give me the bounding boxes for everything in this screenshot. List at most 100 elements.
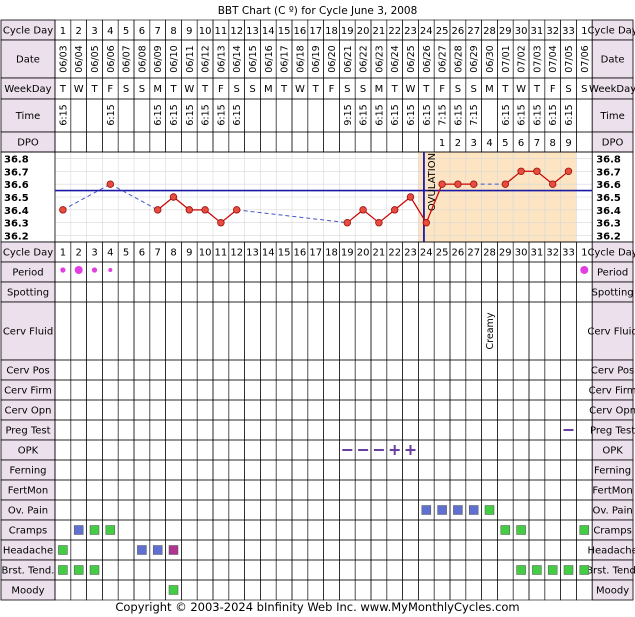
cycle-day-label: 15 xyxy=(278,26,291,37)
y-tick-label-left: 36.5 xyxy=(4,193,29,204)
cramps-marker xyxy=(500,525,511,535)
cycle-day-label: 2 xyxy=(76,26,82,37)
y-tick-label-right: 36.4 xyxy=(596,206,621,217)
row-label-bg-date xyxy=(0,39,56,79)
brst-tend-marker xyxy=(532,565,542,575)
weekday-label: W xyxy=(184,84,194,95)
time-label: 6:15 xyxy=(390,104,401,125)
y-tick-label-right: 36.8 xyxy=(596,154,621,165)
row-label-right-cerv-firm: Cerv Firm xyxy=(589,386,635,397)
y-tick-label-right: 36.6 xyxy=(596,180,621,191)
period-dot xyxy=(108,268,113,272)
time-label: 6:15 xyxy=(374,104,385,125)
cycle-day-label: 8 xyxy=(170,26,176,37)
date-label: 07/02 xyxy=(517,45,528,72)
cramps-marker xyxy=(105,525,116,535)
date-label: 06/07 xyxy=(122,45,133,72)
row-label-right-cerv-pos: Cerv Pos xyxy=(591,366,634,377)
row-label-right-weekday: WeekDay xyxy=(589,84,635,95)
dpo-label: 8 xyxy=(550,138,556,149)
cycle-day-label: 5 xyxy=(123,26,129,37)
row-label-bg-right-date xyxy=(591,39,634,79)
cycle-day-label: 25 xyxy=(436,26,449,37)
weekday-label: S xyxy=(234,84,240,95)
weekday-label: W xyxy=(406,84,416,95)
date-label: 06/22 xyxy=(359,45,370,72)
weekday-label: T xyxy=(422,84,430,95)
period-dot xyxy=(60,267,66,273)
brst-tend-marker xyxy=(73,565,84,575)
brst-tend-marker xyxy=(579,565,590,575)
bottom-cycle-day-label: 22 xyxy=(388,248,401,259)
cycle-day-label: 14 xyxy=(262,26,275,37)
bottom-cycle-day-label: 8 xyxy=(170,248,176,259)
date-label: 06/24 xyxy=(390,45,401,72)
time-label: 6:15 xyxy=(406,104,417,125)
headache-marker xyxy=(137,545,147,555)
date-label: 06/29 xyxy=(469,45,480,72)
row-label-moody: Moody xyxy=(11,586,44,597)
dpo-label: 2 xyxy=(455,138,461,149)
row-label-fertmon: FertMon xyxy=(8,486,48,497)
row-label-right-opk: OPK xyxy=(602,446,623,457)
weekday-label: T xyxy=(533,84,541,95)
brst-tend-marker xyxy=(516,565,526,575)
dpo-label: 1 xyxy=(439,138,445,149)
row-label-spotting: Spotting xyxy=(7,288,49,299)
cycle-day-label: 21 xyxy=(373,26,386,37)
date-label: 06/23 xyxy=(374,45,385,72)
weekday-label: T xyxy=(501,84,509,95)
temp-point xyxy=(501,180,509,188)
row-label-cramps: Cramps xyxy=(9,526,48,537)
cycle-day-label: 29 xyxy=(499,26,512,37)
y-tick-label-left: 36.4 xyxy=(4,206,29,217)
row-label-cerv-firm: Cerv Firm xyxy=(4,386,52,397)
temp-gap-line xyxy=(236,209,348,224)
bottom-cycle-day-label: 33 xyxy=(562,248,575,259)
y-tick-label-right: 36.7 xyxy=(596,167,621,178)
temp-point xyxy=(217,219,225,227)
row-label-right-date: Date xyxy=(601,55,625,66)
cycle-day-label: 24 xyxy=(420,26,433,37)
ovulation-label: OVULATION xyxy=(427,153,438,211)
weekday-label: S xyxy=(344,84,350,95)
dpo-label: 7 xyxy=(534,138,540,149)
time-label: 6:15 xyxy=(169,104,180,125)
weekday-label: F xyxy=(218,84,224,95)
temp-point xyxy=(533,167,541,175)
cramps-marker xyxy=(73,525,84,535)
cycle-day-label: 6 xyxy=(139,26,145,37)
temp-point xyxy=(359,206,367,214)
bottom-cycle-day-label: 18 xyxy=(325,248,338,259)
temp-point xyxy=(422,219,430,227)
y-tick-label-left: 36.7 xyxy=(4,167,29,178)
row-label-bg-cerv-fluid xyxy=(0,301,56,361)
footer-copyright: Copyright © 2003-2024 bInfinity Web Inc.… xyxy=(115,600,519,614)
row-label-right-headache: Headache xyxy=(587,546,635,557)
bottom-cycle-day-label: 14 xyxy=(262,248,275,259)
bottom-cycle-day-label: 6 xyxy=(139,248,145,259)
cycle-day-label: 11 xyxy=(215,26,228,37)
date-label: 06/05 xyxy=(90,45,101,72)
time-label: 6:15 xyxy=(501,104,512,125)
bottom-cycle-day-label: 1 xyxy=(60,248,66,259)
bottom-cycle-day-label: 20 xyxy=(357,248,370,259)
weekday-label: F xyxy=(107,84,113,95)
weekday-label: W xyxy=(74,84,84,95)
row-label-cycle-day: Cycle Day xyxy=(3,26,53,37)
weekday-label: T xyxy=(312,84,320,95)
row-label-right-dpo: DPO xyxy=(602,138,624,149)
time-label: 6:15 xyxy=(232,104,243,125)
bottom-cycle-day-label: 26 xyxy=(452,248,465,259)
time-label: 6:15 xyxy=(517,104,528,125)
date-label: 06/25 xyxy=(406,45,417,72)
bottom-cycle-day-label: 7 xyxy=(155,248,161,259)
bottom-cycle-day-label: 19 xyxy=(341,248,354,259)
weekday-label: M xyxy=(375,84,384,95)
row-label-cerv-opn: Cerv Opn xyxy=(5,406,52,417)
time-label: 7:15 xyxy=(438,104,449,125)
temp-point xyxy=(438,180,446,188)
temp-gap-line xyxy=(110,183,158,211)
chart-title: BBT Chart (C º) for Cycle June 3, 2008 xyxy=(218,5,418,17)
